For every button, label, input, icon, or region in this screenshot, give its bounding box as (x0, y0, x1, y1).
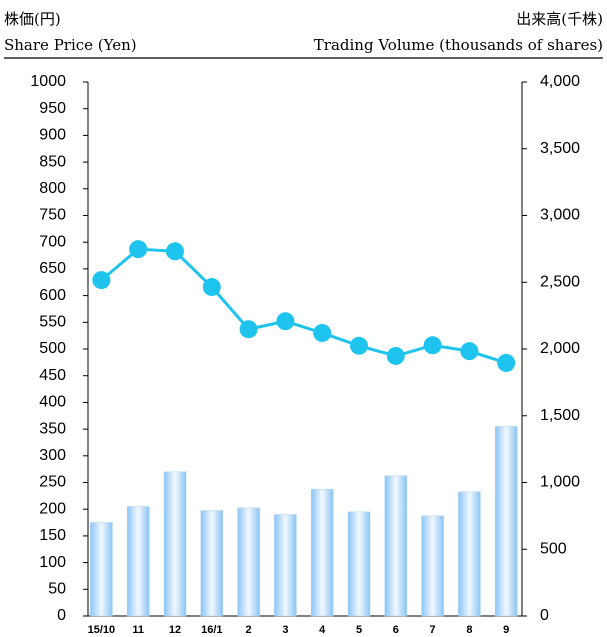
y-tick-label: 300 (39, 447, 66, 464)
y-tick-label: 450 (39, 367, 66, 384)
y-tick-label: 1000 (30, 73, 66, 90)
y2-axis-title-ja: 出来高(千株) (516, 10, 603, 28)
price-marker (313, 323, 332, 342)
bar (421, 515, 444, 617)
y-tick-label: 50 (48, 581, 66, 598)
price-marker (276, 312, 295, 331)
y2-tick-label: 3,500 (540, 140, 580, 157)
y-axis-title-ja: 株価(円) (4, 10, 61, 28)
bar (200, 510, 224, 617)
price-marker (350, 336, 368, 355)
x-tick-label: 3 (282, 624, 288, 636)
x-tick-label: 15/10 (88, 624, 116, 636)
y-tick-label: 250 (39, 474, 66, 491)
price-marker (129, 240, 148, 259)
y-tick-label: 750 (39, 207, 66, 224)
x-tick-label: 12 (169, 624, 181, 636)
y-tick-label: 200 (39, 500, 66, 517)
x-tick-label: 2 (246, 624, 252, 636)
y2-tick-label: 500 (540, 540, 567, 557)
price-marker (166, 242, 184, 261)
x-tick-label: 7 (430, 624, 436, 636)
bar (274, 514, 297, 617)
bar (163, 471, 187, 617)
price-marker (239, 320, 258, 339)
x-tick-label: 16/1 (201, 624, 222, 636)
y-tick-label: 950 (39, 100, 66, 117)
bar (90, 522, 113, 617)
price-marker (497, 353, 516, 372)
y-tick-label: 900 (39, 127, 66, 144)
x-tick-label: 4 (319, 624, 326, 636)
price-marker (460, 342, 479, 361)
bar (237, 507, 260, 617)
bar (310, 488, 334, 617)
y2-tick-label: 1,500 (540, 407, 580, 424)
x-tick-label: 5 (356, 624, 362, 636)
y-tick-label: 850 (39, 153, 66, 170)
price-marker (202, 278, 221, 297)
y2-tick-label: 3,000 (540, 207, 580, 224)
bar (384, 475, 408, 617)
y2-tick-label: 2,000 (540, 340, 580, 357)
y-tick-label: 600 (39, 287, 66, 304)
y-tick-label: 500 (39, 340, 66, 357)
y-tick-label: 150 (39, 527, 66, 544)
y-axis-title: Share Price (Yen) (4, 36, 137, 54)
bar (126, 506, 150, 617)
y-tick-label: 650 (39, 260, 66, 277)
y-tick-label: 550 (39, 314, 66, 331)
y-tick-label: 700 (39, 233, 66, 250)
y2-tick-label: 4,000 (540, 73, 580, 90)
x-tick-label: 9 (503, 624, 509, 636)
y-tick-label: 400 (39, 394, 66, 411)
price-marker (92, 271, 111, 290)
y-tick-label: 100 (39, 554, 66, 571)
bar (458, 491, 481, 617)
bar (347, 511, 371, 617)
y-tick-label: 0 (57, 607, 66, 624)
price-marker (386, 346, 405, 365)
x-tick-label: 11 (132, 624, 144, 636)
y2-tick-label: 2,500 (540, 273, 580, 290)
price-line (100, 247, 507, 365)
y2-tick-label: 1,000 (540, 474, 580, 491)
y2-tick-label: 0 (540, 607, 549, 624)
price-marker (423, 336, 442, 355)
x-tick-label: 8 (466, 624, 472, 636)
y-tick-label: 800 (39, 180, 66, 197)
bar (494, 426, 518, 617)
x-tick-label: 6 (393, 624, 399, 636)
y-tick-label: 350 (39, 420, 66, 437)
y2-axis-title: Trading Volume (thousands of shares) (314, 36, 603, 54)
